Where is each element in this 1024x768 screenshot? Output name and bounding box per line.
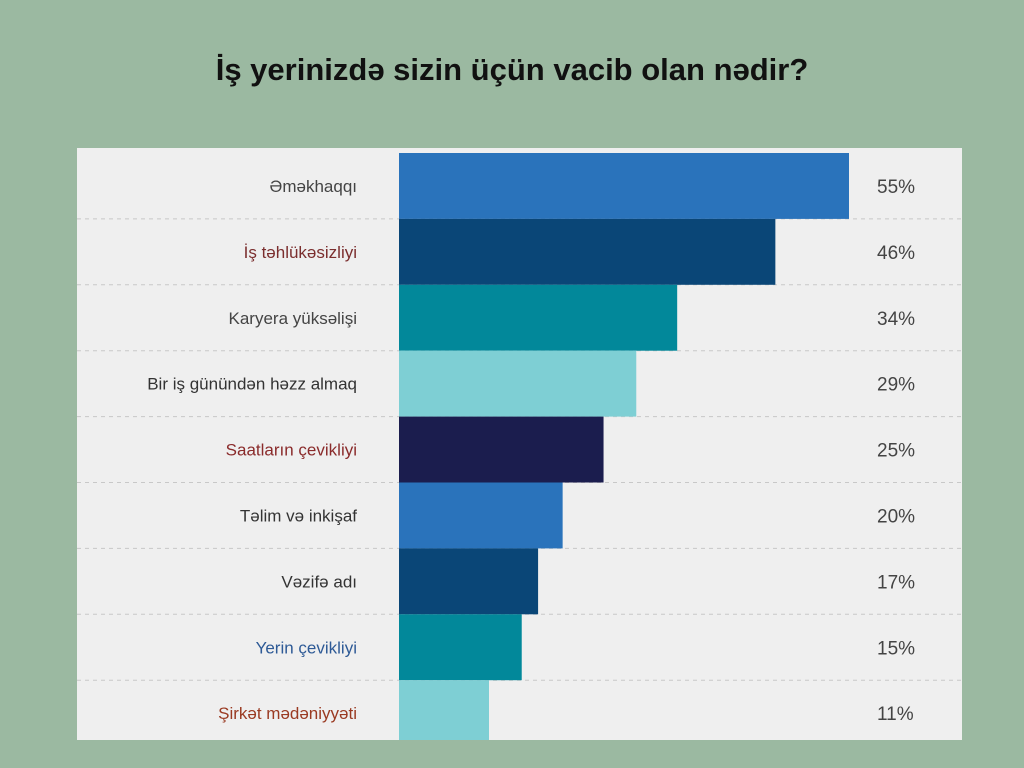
- value-label: 15%: [877, 638, 915, 659]
- bar: [399, 218, 776, 285]
- bar: [399, 284, 678, 351]
- bar: [399, 482, 563, 549]
- value-label: 17%: [877, 572, 915, 593]
- bar: [399, 416, 604, 483]
- bar: [399, 680, 489, 747]
- category-label: Təlim və inkişaf: [240, 506, 357, 525]
- value-label: 55%: [877, 177, 915, 198]
- category-label: Yerin çevikliyi: [256, 638, 357, 657]
- category-label: Bir iş günündən həzz almaq: [147, 375, 357, 394]
- value-label: 46%: [877, 243, 915, 264]
- value-label: 34%: [877, 309, 915, 330]
- category-label: İş təhlükəsizliyi: [244, 243, 357, 262]
- bar: [399, 614, 522, 681]
- value-label: 11%: [877, 704, 914, 725]
- bar-chart: Əməkhaqqı 55% İş təhlükəsizliyi 46% Karyera …: [77, 153, 962, 747]
- bar: [399, 548, 539, 615]
- category-label: Saatların çevikliyi: [226, 441, 357, 460]
- chart-panel: Əməkhaqqı 55% İş təhlükəsizliyi 46% Karyera …: [77, 148, 962, 747]
- value-label: 29%: [877, 375, 915, 396]
- chart-title: İş yerinizdə sizin üçün vacib olan nədir…: [215, 52, 809, 87]
- category-label: Karyera yüksəlişi: [229, 309, 358, 328]
- category-label: Şirkət mədəniyyəti: [218, 704, 357, 723]
- bar: [399, 153, 849, 219]
- bar: [399, 350, 637, 417]
- value-label: 20%: [877, 506, 915, 527]
- category-label: Əməkhaqqı: [270, 177, 357, 196]
- value-label: 25%: [877, 441, 915, 462]
- category-label: Vəzifə adı: [281, 572, 357, 591]
